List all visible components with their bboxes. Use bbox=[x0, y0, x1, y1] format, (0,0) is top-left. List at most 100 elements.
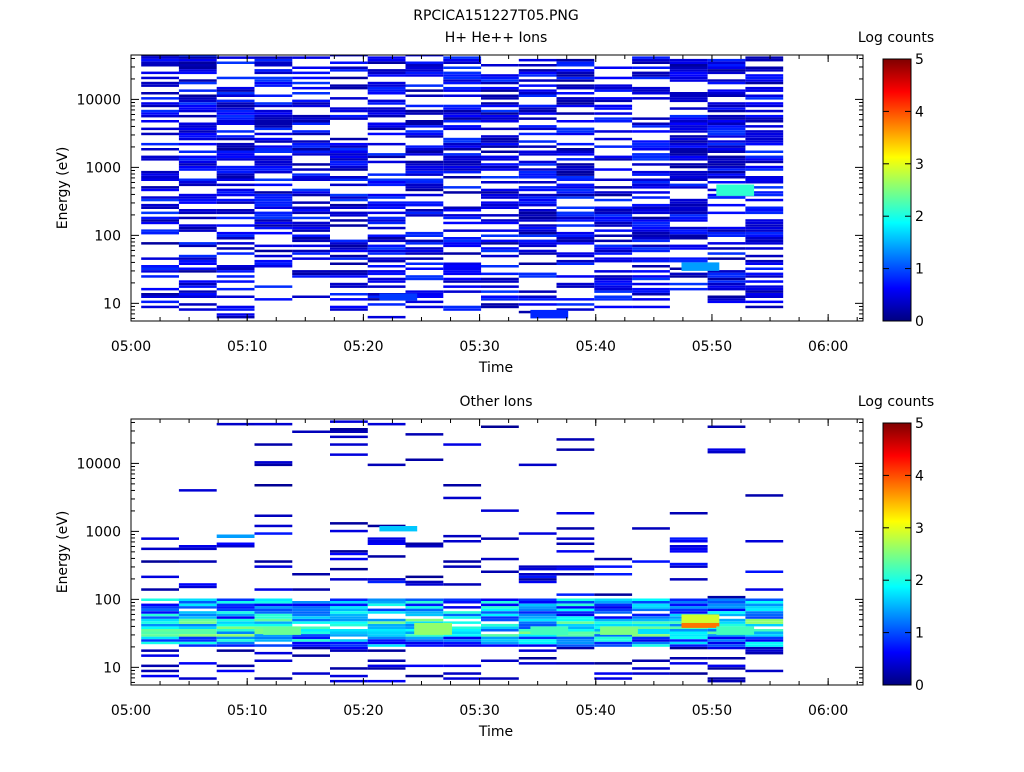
heatmap-cell bbox=[254, 79, 293, 82]
heatmap-cell bbox=[745, 300, 784, 304]
heatmap-cell bbox=[632, 71, 670, 75]
heatmap-cell bbox=[707, 608, 746, 612]
heatmap-cell bbox=[669, 158, 708, 161]
heatmap-cell bbox=[556, 99, 595, 103]
heatmap-cell bbox=[254, 155, 293, 159]
heatmap-cell bbox=[178, 601, 217, 604]
heatmap-cell bbox=[745, 649, 784, 652]
heatmap-cell bbox=[556, 148, 595, 151]
heatmap-cell bbox=[292, 603, 330, 607]
heatmap-cell bbox=[745, 229, 784, 232]
heatmap-cell bbox=[594, 168, 633, 171]
heatmap-cell bbox=[518, 84, 557, 87]
heatmap-cell bbox=[518, 598, 557, 601]
y-tick-label: 1000 bbox=[85, 524, 121, 540]
heatmap-cell bbox=[443, 496, 482, 500]
heatmap-cell bbox=[481, 234, 519, 237]
heatmap-cell bbox=[141, 104, 179, 108]
heatmap-cell bbox=[405, 94, 444, 97]
heatmap-cell bbox=[216, 135, 255, 138]
heatmap-cell bbox=[292, 221, 330, 225]
heatmap-cell bbox=[481, 613, 519, 617]
heatmap-cell bbox=[254, 158, 293, 161]
heatmap-cell bbox=[141, 270, 179, 273]
heatmap-cell bbox=[178, 79, 217, 82]
heatmap-cell bbox=[254, 191, 293, 194]
heatmap-cell bbox=[745, 631, 784, 634]
heatmap-cell bbox=[178, 132, 217, 136]
heatmap-cell bbox=[292, 104, 330, 108]
heatmap-cell bbox=[481, 102, 519, 105]
heatmap-cell bbox=[745, 237, 784, 240]
heatmap-cell bbox=[594, 641, 633, 645]
heatmap-cell bbox=[556, 618, 595, 622]
heatmap-cell bbox=[367, 649, 406, 652]
heatmap-cell bbox=[556, 191, 595, 194]
heatmap-cell bbox=[481, 644, 519, 647]
heatmap-cell bbox=[518, 163, 557, 166]
heatmap-cell bbox=[481, 188, 519, 192]
heatmap-cell bbox=[594, 634, 633, 637]
heatmap-cell bbox=[443, 206, 482, 209]
heatmap-cell bbox=[330, 203, 368, 207]
heatmap-cell bbox=[556, 285, 595, 288]
heatmap-cell bbox=[443, 81, 482, 85]
heatmap-cell bbox=[707, 601, 746, 604]
heatmap-cell bbox=[216, 122, 255, 125]
heatmap-cell bbox=[632, 142, 670, 146]
heatmap-cell bbox=[254, 168, 293, 171]
heatmap-cell bbox=[594, 130, 633, 133]
heatmap-cell bbox=[632, 601, 670, 604]
heatmap-cell bbox=[330, 114, 368, 118]
heatmap-cell bbox=[669, 562, 708, 566]
heatmap-cell bbox=[556, 193, 595, 197]
heatmap-cell bbox=[330, 183, 368, 187]
heatmap-cell bbox=[367, 601, 406, 604]
y-tick-label: 10000 bbox=[76, 92, 121, 108]
heatmap-cell bbox=[330, 97, 368, 100]
heatmap-cell bbox=[178, 102, 217, 105]
heatmap-cell bbox=[518, 242, 557, 245]
heatmap-cell bbox=[745, 150, 784, 153]
heatmap-cell bbox=[254, 254, 293, 258]
heatmap-cell bbox=[594, 186, 633, 189]
heatmap-cell bbox=[594, 270, 633, 273]
heatmap-cell bbox=[632, 305, 670, 309]
heatmap-cell bbox=[254, 198, 293, 202]
heatmap-cell bbox=[405, 148, 444, 151]
heatmap-cell bbox=[632, 163, 670, 166]
heatmap-cell bbox=[254, 298, 293, 301]
heatmap-cell bbox=[178, 122, 217, 125]
heatmap-cell bbox=[632, 76, 670, 80]
heatmap-cell bbox=[481, 181, 519, 184]
heatmap-cell bbox=[556, 231, 595, 235]
heatmap-cell bbox=[405, 160, 444, 164]
heatmap-cell bbox=[669, 545, 708, 548]
heatmap-cell bbox=[481, 219, 519, 222]
heatmap-cell bbox=[518, 198, 557, 202]
heatmap-cell bbox=[330, 613, 368, 617]
heatmap-cell bbox=[518, 249, 557, 253]
heatmap-cell bbox=[594, 282, 633, 286]
heatmap-cell bbox=[141, 229, 179, 232]
heatmap-cell bbox=[556, 550, 595, 553]
heatmap-cell bbox=[481, 191, 519, 194]
heatmap-cell bbox=[481, 158, 519, 161]
heatmap-cell bbox=[405, 135, 444, 138]
heatmap-cell bbox=[141, 92, 179, 95]
heatmap-cell bbox=[669, 127, 708, 131]
heatmap-cell bbox=[178, 125, 217, 128]
heatmap-cell bbox=[216, 641, 255, 645]
heatmap-cell bbox=[594, 104, 633, 108]
heatmap-cell bbox=[178, 244, 217, 248]
heatmap-cell bbox=[594, 84, 633, 87]
heatmap-cell bbox=[178, 55, 217, 57]
heatmap-cell bbox=[707, 295, 746, 298]
heatmap-cell bbox=[254, 226, 293, 230]
x-tick-label: 06:00 bbox=[808, 339, 848, 355]
heatmap-cell bbox=[216, 188, 255, 192]
heatmap-cell bbox=[594, 565, 633, 568]
heatmap-cell bbox=[707, 89, 746, 92]
x-tick-label: 05:20 bbox=[343, 339, 383, 355]
heatmap-cell bbox=[330, 522, 368, 525]
